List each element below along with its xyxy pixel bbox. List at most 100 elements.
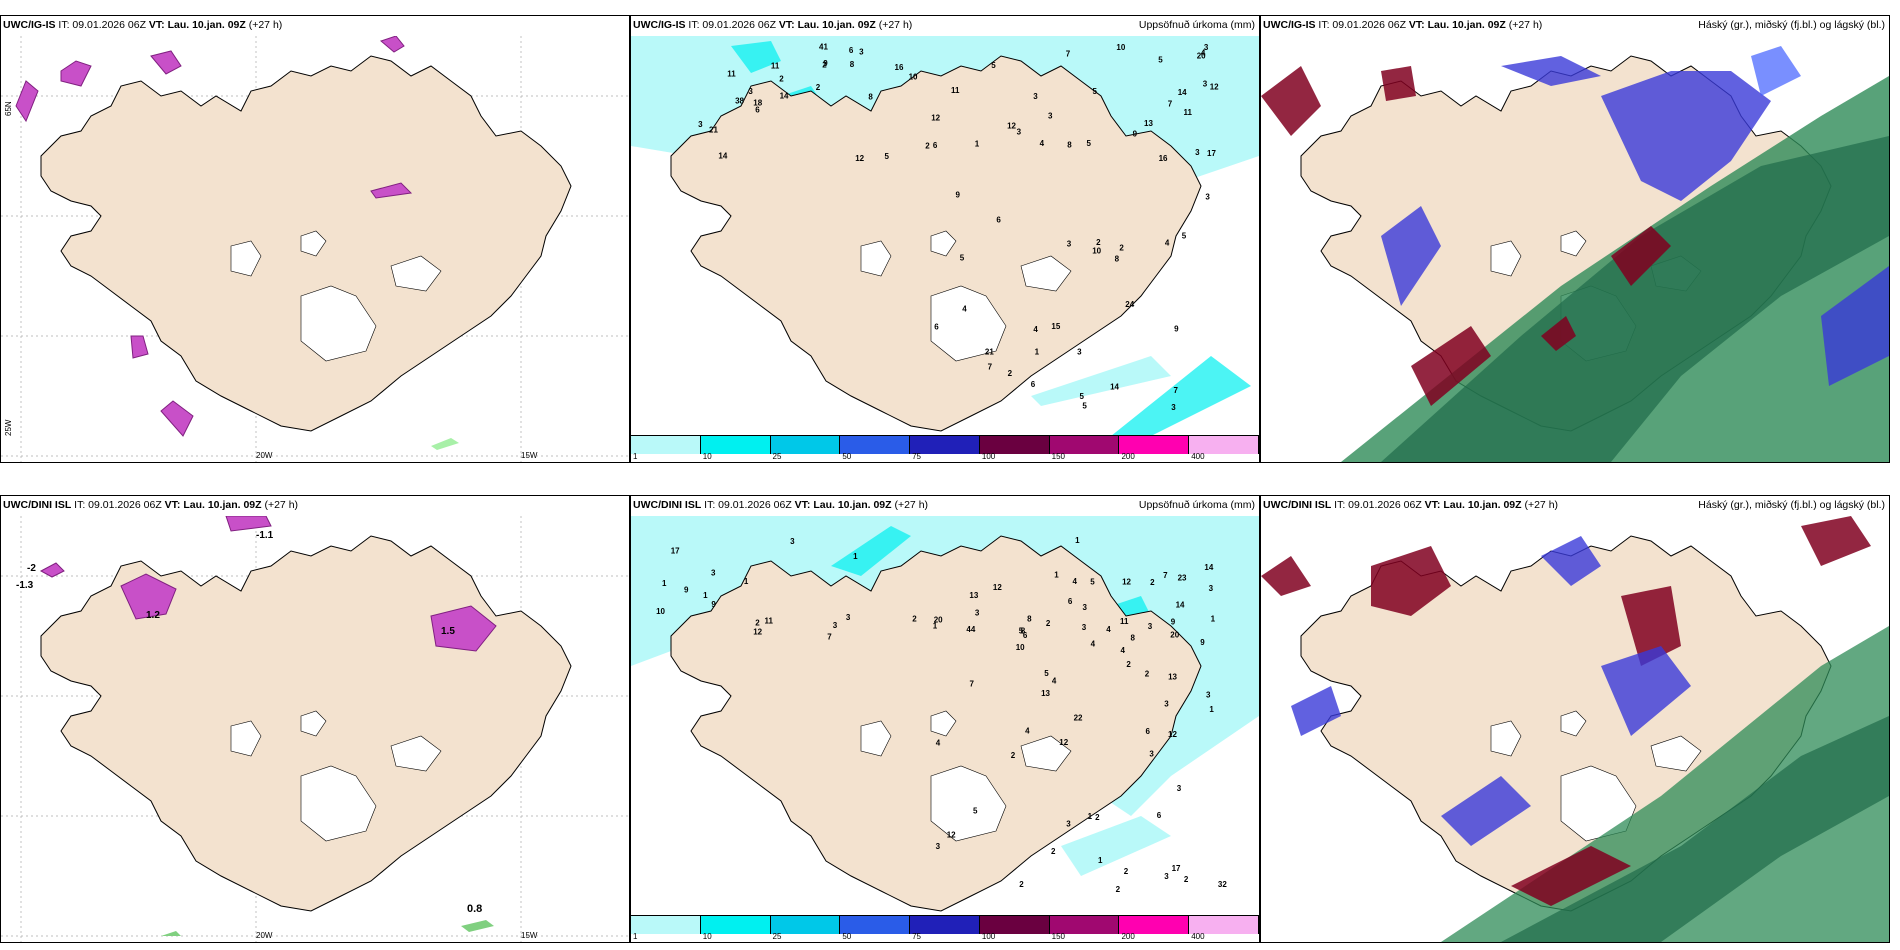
precip-value: 2 (779, 74, 784, 83)
colorbar-swatch (1189, 436, 1259, 454)
precip-value: 2 (1116, 885, 1121, 894)
precip-value: 10 (1016, 643, 1025, 652)
precip-value: 5 (885, 152, 890, 161)
precip-value: 3 (1048, 111, 1053, 120)
precip-value: 12 (753, 627, 762, 636)
precip-value: 38 (735, 96, 744, 105)
precip-value: 1 (1211, 614, 1216, 623)
colorbar-swatch (1119, 916, 1190, 934)
precip-value: 3 (1195, 148, 1200, 157)
precip-value: 11 (1184, 108, 1193, 117)
precip-value: 11 (765, 617, 774, 626)
precip-value: 2 (755, 619, 760, 628)
precip-value: 4 (1052, 677, 1057, 686)
colorbar-swatch (770, 916, 841, 934)
precip-value: 12 (1210, 83, 1219, 92)
precip-value: 8 (1115, 255, 1120, 264)
colorbar-label: 25 (772, 452, 782, 461)
precip-value: 17 (671, 547, 680, 556)
colorbar-label: 200 (1121, 452, 1135, 461)
precip-value: 4 (1025, 726, 1030, 735)
precip-value: 44 (966, 625, 975, 634)
precip-value: 8 (850, 60, 855, 69)
precip-value: 7 (1174, 386, 1179, 395)
panel-header: UWC/DINI ISL IT: 09.01.2026 06Z VT: Lau.… (3, 499, 299, 511)
precip-value: 24 (1125, 300, 1134, 309)
precip-value: 3 (1083, 603, 1088, 612)
precip-value: 6 (849, 46, 854, 55)
colorbar-swatch (979, 916, 1050, 934)
precip-value: 2 (1011, 751, 1016, 760)
precip-value: 14 (780, 92, 789, 101)
svg-text:15W: 15W (521, 451, 538, 460)
precip-value: 5 (973, 807, 978, 816)
precip-value: 2 (1184, 875, 1189, 884)
colorbar-label: 400 (1191, 452, 1205, 461)
precip-value: 9 (1171, 618, 1176, 627)
precip-value: 3 (1082, 623, 1087, 632)
precip-value: 18 (753, 99, 762, 108)
precip-value: 1 (975, 139, 980, 148)
precip-value: 3 (1177, 784, 1182, 793)
precip-value: 3 (1033, 92, 1038, 101)
precip-value: 10 (1116, 43, 1125, 52)
precip-value: 3 (748, 87, 753, 96)
cloud-map (1261, 46, 1889, 462)
precip-value: 6 (1031, 380, 1036, 389)
precip-value: 12 (993, 583, 1002, 592)
panel-title: Háský (gr.), miðský (fj.bl.) og lágský (… (1698, 19, 1885, 31)
colorbar-label: 100 (981, 932, 996, 941)
precip-value: 21 (709, 126, 718, 135)
precip-value: 2 (1046, 619, 1051, 628)
precip-value: 1 (1098, 856, 1103, 865)
precip-value: 8 (1067, 141, 1072, 150)
colorbar-label: 75 (912, 932, 922, 941)
colorbar-label: 25 (772, 932, 782, 941)
precip-value: 7 (1163, 571, 1168, 580)
precip-value: 7 (988, 363, 993, 372)
precip-value: 2 (912, 615, 917, 624)
precip-value: 5 (960, 253, 965, 262)
precip-value: 4 (936, 739, 941, 748)
panel-wind-ig: UWC/IG-IS IT: 09.01.2026 06Z VT: Lau. 10… (0, 15, 630, 463)
precip-value: 1 (1075, 536, 1080, 545)
precip-value: 3 (1148, 622, 1153, 631)
precip-value: 20 (1170, 630, 1179, 639)
precip-value: 5 (1080, 392, 1085, 401)
colorbar-swatch (1049, 916, 1120, 934)
precip-value: 6 (934, 323, 939, 332)
precip-value: 3 (1171, 403, 1176, 412)
precip-value: 4 (1165, 238, 1170, 247)
colorbar-labels: 1 10 25 50 75 100 150 200 400 (631, 452, 1259, 462)
precip-value: 2 (1051, 847, 1056, 856)
precip-value: 9 (711, 600, 716, 609)
precip-value: 2 (1145, 670, 1150, 679)
precip-value: 1 (1088, 812, 1093, 821)
precip-value: 3 (790, 537, 795, 546)
precip-value: 3 (1203, 80, 1208, 89)
precip-value: 2 (1096, 238, 1101, 247)
panel-precip-ig: UWC/IG-IS IT: 09.01.2026 06Z VT: Lau. 10… (630, 15, 1260, 463)
colorbar-swatch (700, 436, 771, 454)
precip-value: 13 (969, 591, 978, 600)
precip-value: 3 (1204, 43, 1209, 52)
colorbar-label: 10 (702, 452, 712, 461)
precip-value: 4 (1106, 625, 1111, 634)
precip-value: 1 (662, 579, 667, 588)
panel-header: UWC/DINI ISL IT: 09.01.2026 06Z VT: Lau.… (1263, 499, 1559, 511)
panel-title: Uppsöfnuð úrkoma (mm) (1138, 19, 1255, 31)
svg-text:25W: 25W (4, 419, 13, 436)
precip-value: 5 (991, 61, 996, 70)
precip-value: 8 (1131, 633, 1136, 642)
precip-value: 32 (1218, 880, 1227, 889)
colorbar-label: 75 (912, 452, 922, 461)
wind-label: -2 (27, 563, 36, 574)
precip-value: 1 (1209, 705, 1214, 714)
precip-value: 4 (962, 305, 967, 314)
precip-value: 7 (1066, 49, 1071, 58)
precip-value: 10 (656, 607, 665, 616)
precip-value: 12 (931, 114, 940, 123)
precip-value: 11 (771, 61, 780, 70)
